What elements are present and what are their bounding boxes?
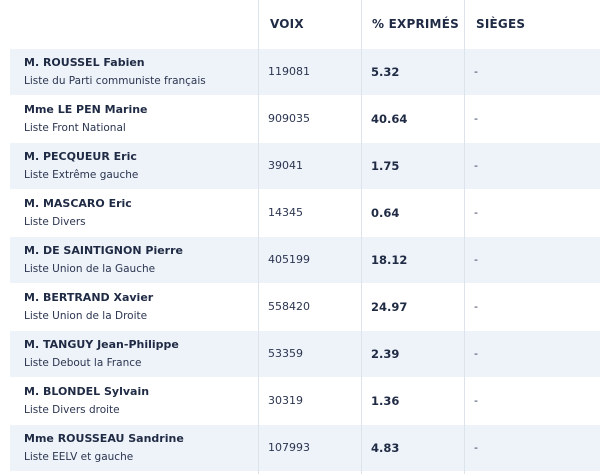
header-votes: VOIX bbox=[270, 17, 304, 31]
candidate-list: Liste du Parti communiste français bbox=[24, 75, 206, 87]
percent-cell: 1.36 bbox=[371, 394, 400, 408]
votes-cell: 39041 bbox=[268, 159, 303, 172]
candidate-name: M. ROUSSEL Fabien bbox=[24, 56, 145, 69]
percent-cell: 2.39 bbox=[371, 347, 400, 361]
candidate-list: Liste Union de la Gauche bbox=[24, 263, 156, 275]
votes-cell: 558420 bbox=[268, 300, 310, 313]
seats-cell: - bbox=[474, 65, 478, 78]
candidate-name: Mme LE PEN Marine bbox=[24, 103, 148, 116]
percent-cell: 18.12 bbox=[371, 253, 408, 267]
candidate-list: Liste Debout la France bbox=[24, 357, 142, 369]
percent-cell: 4.83 bbox=[371, 441, 400, 455]
seats-cell: - bbox=[474, 394, 478, 407]
seats-cell: - bbox=[474, 206, 478, 219]
column-divider bbox=[361, 0, 362, 474]
candidate-name: M. TANGUY Jean-Philippe bbox=[24, 338, 179, 351]
candidate-list: Liste Divers droite bbox=[24, 404, 120, 416]
column-divider bbox=[464, 0, 465, 474]
votes-cell: 107993 bbox=[268, 441, 310, 454]
candidate-list: Liste Divers bbox=[24, 216, 86, 228]
candidate-name: M. DE SAINTIGNON Pierre bbox=[24, 244, 183, 257]
seats-cell: - bbox=[474, 112, 478, 125]
table-row: M. BLONDEL Sylvain Liste Divers droite 303… bbox=[10, 378, 600, 424]
votes-cell: 119081 bbox=[268, 65, 310, 78]
table-row: M. MASCARO Eric Liste Divers 14345 0.64 - bbox=[10, 190, 600, 236]
table-row: M. PECQUEUR Eric Liste Extrême gauche 3904… bbox=[10, 143, 600, 189]
table-row: M. BERTRAND Xavier Liste Union de la Droi… bbox=[10, 284, 600, 330]
votes-cell: 14345 bbox=[268, 206, 303, 219]
percent-cell: 0.64 bbox=[371, 206, 400, 220]
table-row: M. TANGUY Jean-Philippe Liste Debout la F… bbox=[10, 331, 600, 377]
header-seats: SIÈGES bbox=[476, 17, 526, 31]
table-row: Mme ROUSSEAU Sandrine Liste EELV et gauch… bbox=[10, 425, 600, 471]
seats-cell: - bbox=[474, 441, 478, 454]
candidate-list: Liste Front National bbox=[24, 122, 126, 134]
column-divider bbox=[258, 0, 259, 474]
votes-cell: 53359 bbox=[268, 347, 303, 360]
table-row: Mme LE PEN Marine Liste Front National 909… bbox=[10, 96, 600, 142]
seats-cell: - bbox=[474, 159, 478, 172]
percent-cell: 5.32 bbox=[371, 65, 400, 79]
candidate-name: M. BLONDEL Sylvain bbox=[24, 385, 150, 398]
candidate-name: M. PECQUEUR Eric bbox=[24, 150, 137, 163]
candidate-name: M. BERTRAND Xavier bbox=[24, 291, 154, 304]
seats-cell: - bbox=[474, 253, 478, 266]
seats-cell: - bbox=[474, 347, 478, 360]
candidate-list: Liste Union de la Droite bbox=[24, 310, 148, 322]
votes-cell: 405199 bbox=[268, 253, 310, 266]
candidate-name: Mme ROUSSEAU Sandrine bbox=[24, 432, 184, 445]
table-header: VOIX % EXPRIMÉS SIÈGES bbox=[0, 0, 610, 48]
table-row: M. ROUSSEL Fabien Liste du Parti communis… bbox=[10, 49, 600, 95]
table-row: M. DE SAINTIGNON Pierre Liste Union de la… bbox=[10, 237, 600, 283]
candidate-list: Liste EELV et gauche bbox=[24, 451, 134, 463]
candidate-list: Liste Extrême gauche bbox=[24, 169, 139, 181]
votes-cell: 909035 bbox=[268, 112, 310, 125]
votes-cell: 30319 bbox=[268, 394, 303, 407]
seats-cell: - bbox=[474, 300, 478, 313]
percent-cell: 40.64 bbox=[371, 112, 408, 126]
percent-cell: 1.75 bbox=[371, 159, 400, 173]
header-percent: % EXPRIMÉS bbox=[372, 17, 459, 31]
candidate-name: M. MASCARO Eric bbox=[24, 197, 132, 210]
percent-cell: 24.97 bbox=[371, 300, 408, 314]
